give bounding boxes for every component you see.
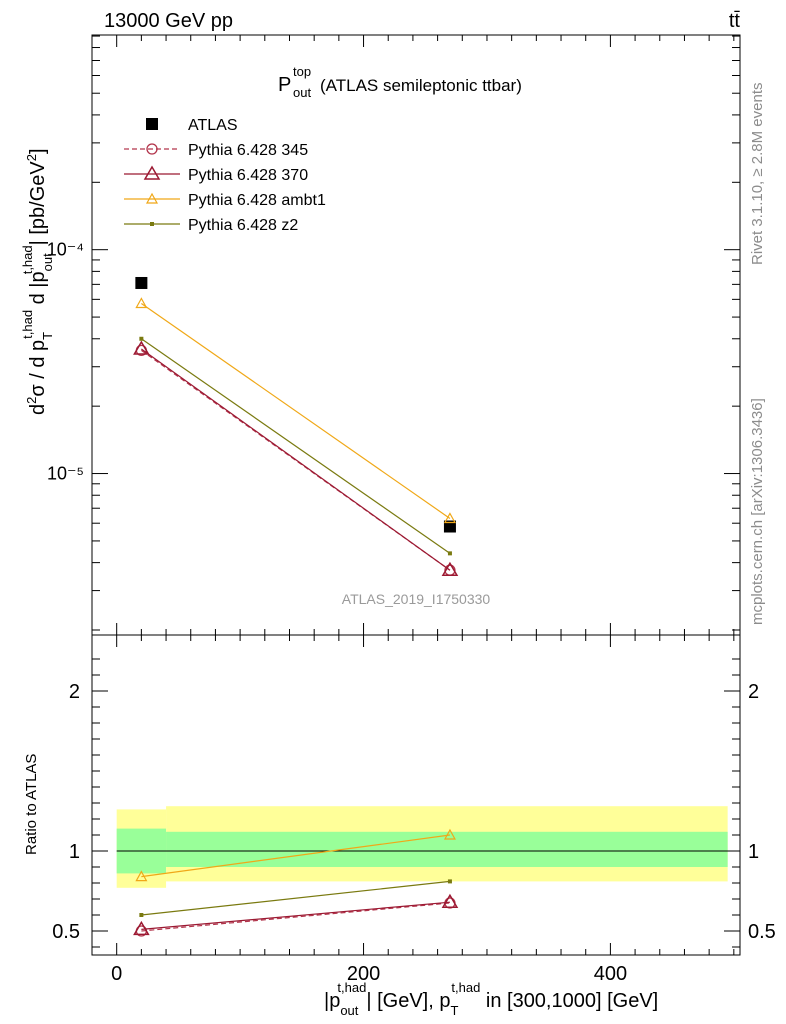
plot-title: P top out (ATLAS semileptonic ttbar) (278, 64, 522, 100)
analysis-watermark: ATLAS_2019_I1750330 (342, 591, 491, 607)
ratio-y-tick-label: 0.5 (52, 921, 80, 943)
x-axis-label: |poutt,had| [GeV], pTt,had in [300,1000]… (324, 980, 658, 1018)
ratio-point-ambt1 (135, 870, 148, 882)
ratio-point-ambt1 (443, 828, 456, 840)
ratio-line-p345 (141, 902, 450, 932)
ratio-y-axis-label: Ratio to ATLAS (23, 754, 40, 855)
main-point-p370 (441, 561, 459, 576)
main-series-lines (133, 276, 459, 576)
rivet-label: Rivet 3.1.10, ≥ 2.8M events (749, 83, 766, 266)
title-sup: top (293, 64, 311, 79)
ratio-line-p370 (141, 901, 450, 930)
ratio-series-lines (133, 828, 459, 937)
x-tick-label: 400 (594, 963, 627, 985)
main-point-p370 (133, 340, 150, 355)
main-y-tick-label: 10⁻⁵ (47, 464, 84, 484)
ratio-point-p370 (441, 893, 459, 908)
x-tick-label: 0 (111, 963, 122, 985)
title-main: P (278, 74, 291, 96)
ratio-uncertainty-band (116, 806, 728, 888)
ratio-point-p370 (133, 920, 150, 936)
legend: ATLAS Pythia 6.428 345 Pythia 6.428 370 Pyt… (124, 117, 326, 234)
ratio-y-tick-label-right: 1 (748, 841, 759, 863)
legend-label-p370: Pythia 6.428 370 (188, 167, 308, 184)
ratio-y-tick-label: 2 (69, 681, 80, 703)
x-tick-label: 200 (347, 963, 380, 985)
ratio-y-tick-label-right: 2 (748, 681, 759, 703)
title-rest: (ATLAS semileptonic ttbar) (320, 76, 522, 95)
ratio-y-tick-label-right: 0.5 (748, 921, 776, 943)
main-point-z2 (139, 336, 144, 341)
title-sub: out (293, 85, 311, 100)
main-point-atlas (443, 520, 456, 533)
main-point-atlas (135, 276, 148, 289)
legend-marker-p345 (146, 143, 158, 155)
ratio-frame (91, 634, 741, 956)
main-point-ambt1 (443, 512, 456, 524)
legend-label-ambt1: Pythia 6.428 ambt1 (188, 192, 326, 209)
legend-marker-ambt1 (145, 192, 159, 204)
legend-label-z2: Pythia 6.428 z2 (188, 217, 298, 234)
main-y-axis-label: d2σ / d pTt,had d |poutt,had| [pb/GeV2] (20, 148, 55, 415)
ratio-line-ambt1 (141, 834, 451, 878)
legend-label-atlas: ATLAS (188, 117, 238, 134)
process-label: tt̄ (729, 10, 741, 32)
axis-tick-labels: 0 200 400 10⁻⁵ 10⁻⁴ 0.5 0.5 1 1 2 2 (47, 240, 776, 985)
mcplots-label: mcplots.cern.ch [arXiv:1306.3436] (749, 398, 766, 625)
main-line-ambt1 (141, 302, 451, 519)
legend-label-p345: Pythia 6.428 345 (188, 142, 308, 159)
axis-ticks (92, 35, 740, 955)
energy-label: 13000 GeV pp (104, 10, 233, 32)
ratio-y-tick-label: 1 (69, 841, 80, 863)
legend-marker-p370 (143, 165, 161, 180)
legend-marker-atlas (146, 118, 158, 130)
main-line-p370 (141, 348, 451, 571)
main-line-z2 (141, 338, 451, 554)
main-point-z2 (447, 551, 452, 556)
svg-text:|poutt,had| [GeV], pTt,had in: |poutt,had| [GeV], pTt,had in [300,1000]… (324, 980, 658, 1018)
ratio-point-z2 (139, 913, 144, 917)
main-y-tick-label: 10⁻⁴ (47, 240, 84, 260)
ratio-line-z2 (141, 880, 451, 916)
main-point-ambt1 (135, 297, 148, 309)
ratio-point-z2 (447, 879, 452, 884)
svg-text:d2σ / d pTt,had d |poutt,had|: d2σ / d pTt,had d |poutt,had| [pb/GeV2] (20, 148, 55, 415)
legend-marker-z2 (150, 222, 154, 226)
